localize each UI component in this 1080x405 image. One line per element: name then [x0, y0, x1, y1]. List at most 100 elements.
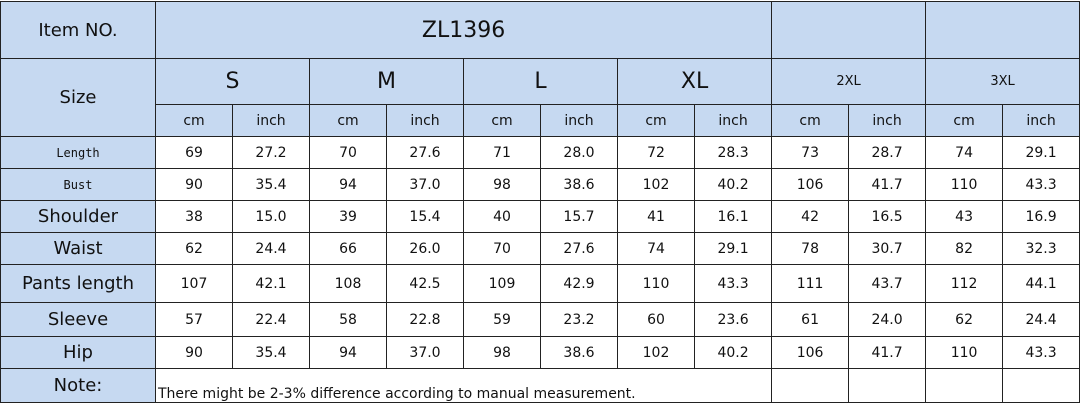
measurement: 74: [617, 232, 695, 265]
measurement: 29.1: [693, 232, 773, 265]
measurement: 41.7: [848, 336, 927, 369]
table-row: Length 69 27.2 70 27.6 71 28.0 72 28.3 73 28.7 74 29…: [0, 136, 1080, 169]
unit-header: inch: [232, 104, 310, 137]
table-row: cm inch cm inch cm inch cm inch cm inch cm inch: [1, 104, 1080, 137]
empty-cell: [925, 368, 1004, 403]
measurement: 82: [925, 232, 1004, 265]
measurement: 90: [155, 168, 233, 201]
table-row: Waist 62 24.4 66 26.0 70 27.6 74 29.1 78 30.7 82 32.…: [0, 232, 1080, 265]
size-header: XL: [616, 58, 773, 105]
size-header: L: [463, 58, 618, 105]
row-label: Length: [0, 136, 156, 169]
measurement: 90: [155, 336, 233, 369]
measurement: 15.0: [232, 200, 310, 233]
measurement: 15.7: [540, 200, 618, 233]
measurement: 23.2: [540, 302, 618, 337]
unit-header: cm: [463, 104, 541, 137]
measurement: 43.3: [1002, 336, 1080, 369]
measurement: 41.7: [848, 168, 927, 201]
row-label: Pants length: [0, 264, 156, 303]
empty-cell: [848, 368, 927, 403]
measurement: 43.3: [693, 264, 773, 303]
measurement: 42.1: [232, 264, 310, 303]
measurement: 94: [309, 336, 387, 369]
measurement: 38.6: [540, 168, 618, 201]
unit-header: cm: [771, 104, 850, 137]
size-header: 3XL: [925, 58, 1080, 105]
measurement: 111: [771, 264, 850, 303]
measurement: 94: [309, 168, 387, 201]
measurement: 71: [463, 136, 541, 169]
measurement: 70: [463, 232, 541, 265]
unit-header: cm: [925, 104, 1004, 137]
measurement: 39: [309, 200, 387, 233]
measurement: 102: [617, 168, 695, 201]
row-label: Bust: [0, 168, 156, 201]
unit-header: cm: [617, 104, 695, 137]
measurement: 41: [617, 200, 695, 233]
row-label: Hip: [0, 336, 156, 369]
table-row: Pants length 107 42.1 108 42.5 109 42.9 110 43.3…: [0, 264, 1080, 303]
measurement: 102: [617, 336, 695, 369]
item-label: Item NO.: [0, 1, 156, 59]
size-header: 2XL: [771, 58, 927, 105]
measurement: 16.1: [693, 200, 773, 233]
row-label: Sleeve: [0, 302, 156, 337]
measurement: 40: [463, 200, 541, 233]
measurement: 70: [309, 136, 387, 169]
unit-header: inch: [848, 104, 927, 137]
measurement: 106: [771, 168, 850, 201]
measurement: 22.4: [232, 302, 310, 337]
measurement: 69: [155, 136, 233, 169]
measurement: 35.4: [232, 168, 310, 201]
measurement: 74: [925, 136, 1004, 169]
measurement: 35.4: [232, 336, 310, 369]
measurement: 28.7: [848, 136, 927, 169]
table-row: Item NO. ZL1396: [0, 1, 1080, 59]
measurement: 37.0: [386, 336, 464, 369]
measurement: 44.1: [1002, 264, 1080, 303]
measurement: 42.5: [386, 264, 464, 303]
measurement: 60: [617, 302, 695, 337]
measurement: 16.9: [1002, 200, 1080, 233]
table-row: Size S M L XL 2XL 3XL: [0, 58, 1080, 137]
measurement: 43.3: [1002, 168, 1080, 201]
table-row: Sleeve 57 22.4 58 22.8 59 23.2 60 23.6 61 24.0 62 24…: [0, 302, 1080, 337]
empty-cell: [1002, 368, 1080, 403]
measurement: 58: [309, 302, 387, 337]
measurement: 22.8: [386, 302, 464, 337]
measurement: 38: [155, 200, 233, 233]
unit-header: cm: [309, 104, 387, 137]
measurement: 43: [925, 200, 1004, 233]
empty-cell: [771, 1, 927, 59]
size-header: S: [155, 58, 310, 105]
measurement: 27.2: [232, 136, 310, 169]
measurement: 110: [925, 168, 1004, 201]
measurement: 43.7: [848, 264, 927, 303]
unit-header: inch: [386, 104, 464, 137]
measurement: 38.6: [540, 336, 618, 369]
table-row: Hip 90 35.4 94 37.0 98 38.6 102 40.2 106 41.7 110 43…: [0, 336, 1080, 369]
unit-header: inch: [693, 104, 773, 137]
measurement: 26.0: [386, 232, 464, 265]
measurement: 30.7: [848, 232, 927, 265]
measurement: 24.4: [1002, 302, 1080, 337]
measurement: 28.0: [540, 136, 618, 169]
measurement: 110: [925, 336, 1004, 369]
measurement: 110: [617, 264, 695, 303]
measurement: 32.3: [1002, 232, 1080, 265]
measurement: 61: [771, 302, 850, 337]
measurement: 42.9: [540, 264, 618, 303]
measurement: 106: [771, 336, 850, 369]
size-header: M: [309, 58, 464, 105]
measurement: 112: [925, 264, 1004, 303]
measurement: 28.3: [693, 136, 773, 169]
table-row: Note: There might be 2-3% difference acco…: [0, 368, 1080, 403]
row-label: Shoulder: [0, 200, 156, 233]
measurement: 29.1: [1002, 136, 1080, 169]
item-number: ZL1396: [154, 1, 773, 59]
measurement: 24.4: [232, 232, 310, 265]
unit-header: cm: [155, 104, 233, 137]
measurement: 40.2: [693, 336, 773, 369]
